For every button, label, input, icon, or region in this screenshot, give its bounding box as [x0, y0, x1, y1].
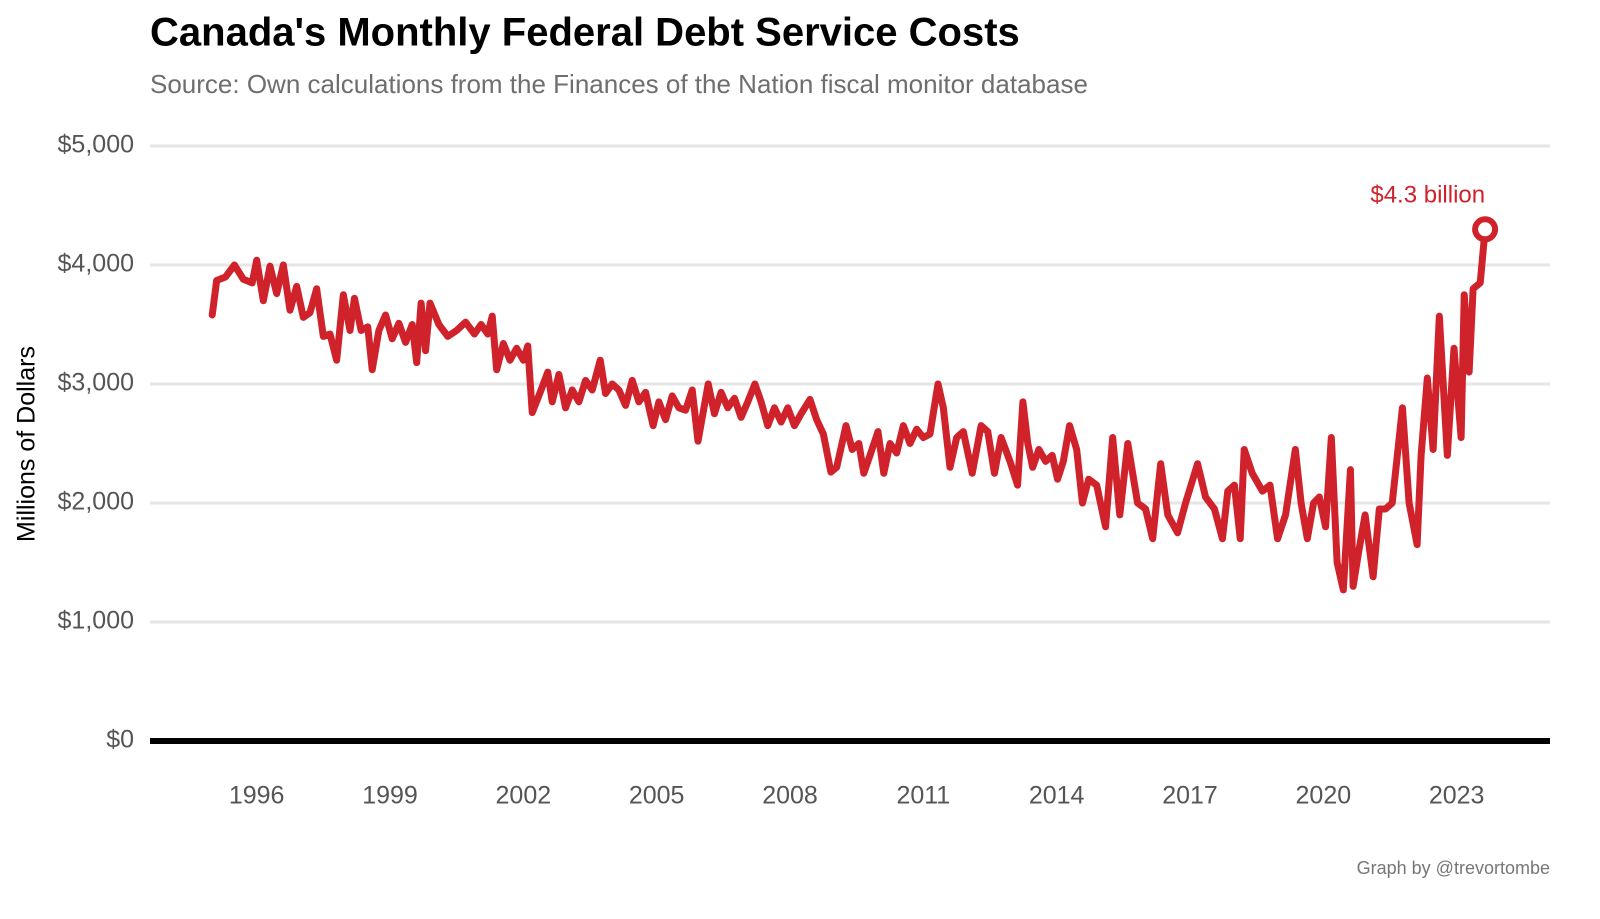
- x-tick-label: 2014: [1029, 782, 1085, 810]
- x-tick-label: 2005: [629, 782, 685, 810]
- x-tick-label: 2008: [762, 782, 818, 810]
- y-tick-label: $5,000: [58, 131, 134, 159]
- annotation: $4.3 billion: [1370, 182, 1485, 209]
- x-tick-label: 2020: [1296, 782, 1352, 810]
- credit: Graph by @trevortombe: [1357, 858, 1550, 878]
- series-line: [208, 225, 1489, 594]
- last-point: [1472, 216, 1499, 243]
- x-tick-label: 2011: [896, 782, 950, 810]
- chart-subtitle: Source: Own calculations from the Financ…: [150, 69, 1088, 99]
- y-tick-label: $4,000: [58, 250, 134, 278]
- y-axis-label: Millions of Dollars: [13, 346, 41, 542]
- x-tick-label: 1996: [229, 782, 285, 810]
- y-tick-label: $0: [106, 726, 134, 754]
- x-tick-label: 1999: [362, 782, 418, 810]
- x-tick-label: 2017: [1162, 782, 1218, 810]
- y-tick-label: $1,000: [58, 607, 134, 635]
- x-tick-label: 2002: [496, 782, 552, 810]
- y-tick-label: $3,000: [58, 369, 134, 397]
- chart-title: Canada's Monthly Federal Debt Service Co…: [150, 11, 1020, 55]
- y-tick-label: $2,000: [58, 488, 134, 516]
- x-tick-label: 2023: [1429, 782, 1485, 810]
